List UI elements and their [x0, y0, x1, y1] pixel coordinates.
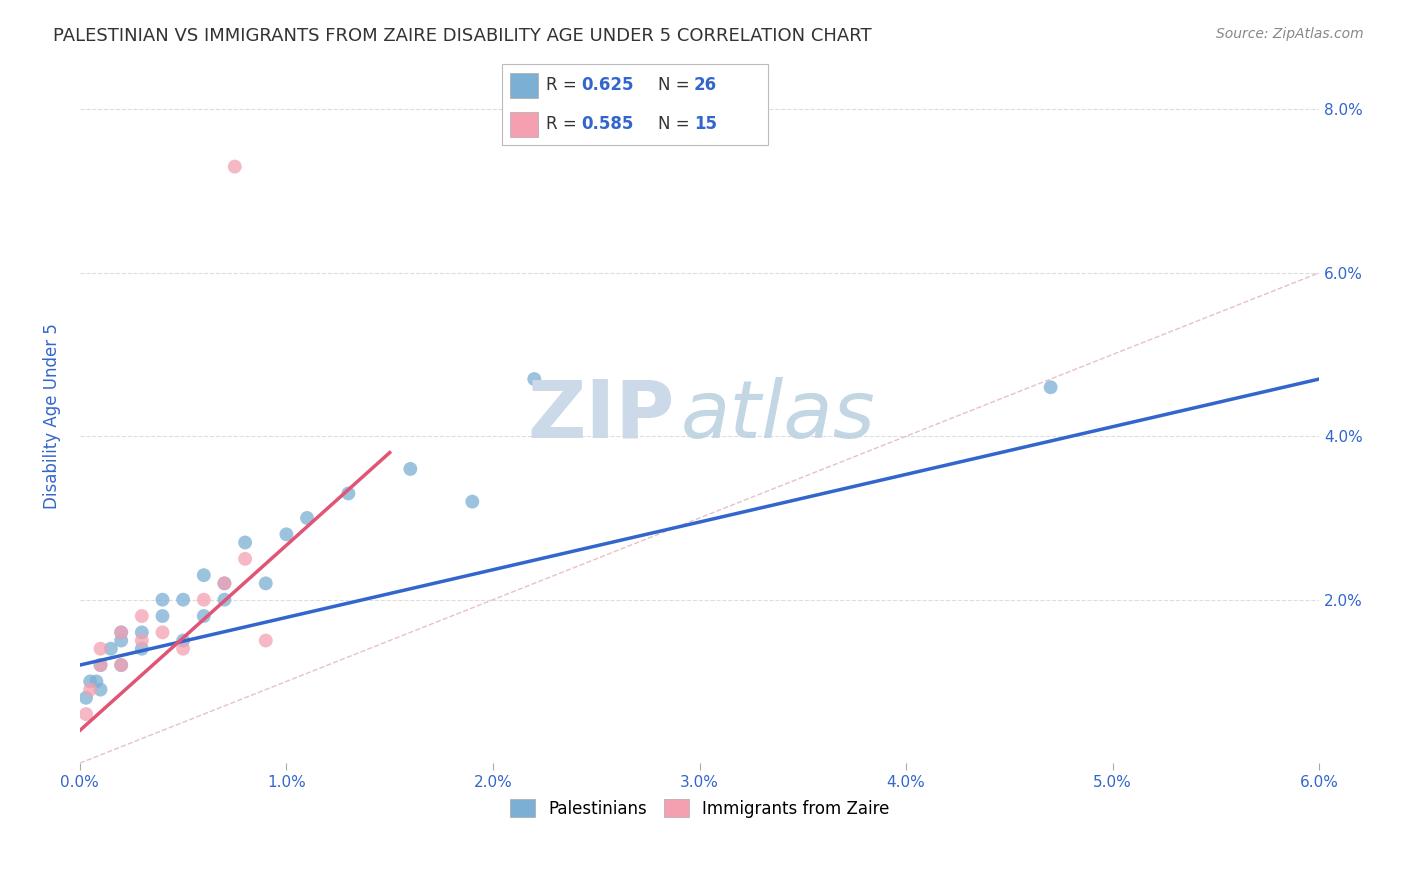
Point: [172, 633, 194, 648]
Text: 0.585: 0.585: [582, 115, 634, 133]
Text: 26: 26: [693, 77, 717, 95]
Point: [233, 551, 256, 566]
Text: R =: R =: [546, 115, 582, 133]
Text: N =: N =: [658, 77, 695, 95]
Point: [193, 568, 215, 582]
Point: [233, 535, 256, 549]
Point: [172, 641, 194, 656]
Point: [86, 674, 108, 689]
Point: [172, 592, 194, 607]
Point: [193, 592, 215, 607]
FancyBboxPatch shape: [510, 112, 537, 137]
Text: PALESTINIAN VS IMMIGRANTS FROM ZAIRE DISABILITY AGE UNDER 5 CORRELATION CHART: PALESTINIAN VS IMMIGRANTS FROM ZAIRE DIS…: [53, 27, 872, 45]
Point: [193, 609, 215, 624]
Point: [254, 633, 277, 648]
Point: [523, 372, 546, 386]
Point: [461, 494, 484, 508]
Point: [1039, 380, 1062, 394]
Point: [110, 625, 132, 640]
Text: 0.625: 0.625: [582, 77, 634, 95]
Point: [131, 641, 153, 656]
Point: [89, 658, 111, 673]
Y-axis label: Disability Age Under 5: Disability Age Under 5: [44, 323, 60, 508]
Point: [295, 511, 318, 525]
Text: atlas: atlas: [681, 376, 876, 455]
Point: [79, 682, 101, 697]
Text: 15: 15: [693, 115, 717, 133]
Text: ZIP: ZIP: [527, 376, 675, 455]
Point: [75, 707, 97, 722]
Point: [337, 486, 360, 500]
Text: N =: N =: [658, 115, 695, 133]
Point: [152, 609, 174, 624]
Point: [110, 625, 132, 640]
Point: [131, 633, 153, 648]
Point: [100, 641, 122, 656]
FancyBboxPatch shape: [502, 64, 768, 145]
Point: [110, 658, 132, 673]
Point: [89, 658, 111, 673]
Point: [152, 592, 174, 607]
Point: [276, 527, 298, 541]
Text: Source: ZipAtlas.com: Source: ZipAtlas.com: [1216, 27, 1364, 41]
Point: [214, 576, 236, 591]
Point: [152, 625, 174, 640]
Point: [254, 576, 277, 591]
Text: R =: R =: [546, 77, 582, 95]
Point: [89, 682, 111, 697]
Point: [89, 641, 111, 656]
Point: [110, 658, 132, 673]
Point: [79, 674, 101, 689]
Point: [214, 576, 236, 591]
Point: [75, 690, 97, 705]
Point: [224, 160, 246, 174]
Point: [214, 592, 236, 607]
Point: [131, 609, 153, 624]
FancyBboxPatch shape: [510, 72, 537, 98]
Legend: Palestinians, Immigrants from Zaire: Palestinians, Immigrants from Zaire: [503, 793, 896, 824]
Point: [399, 462, 422, 476]
Point: [110, 633, 132, 648]
Point: [131, 625, 153, 640]
